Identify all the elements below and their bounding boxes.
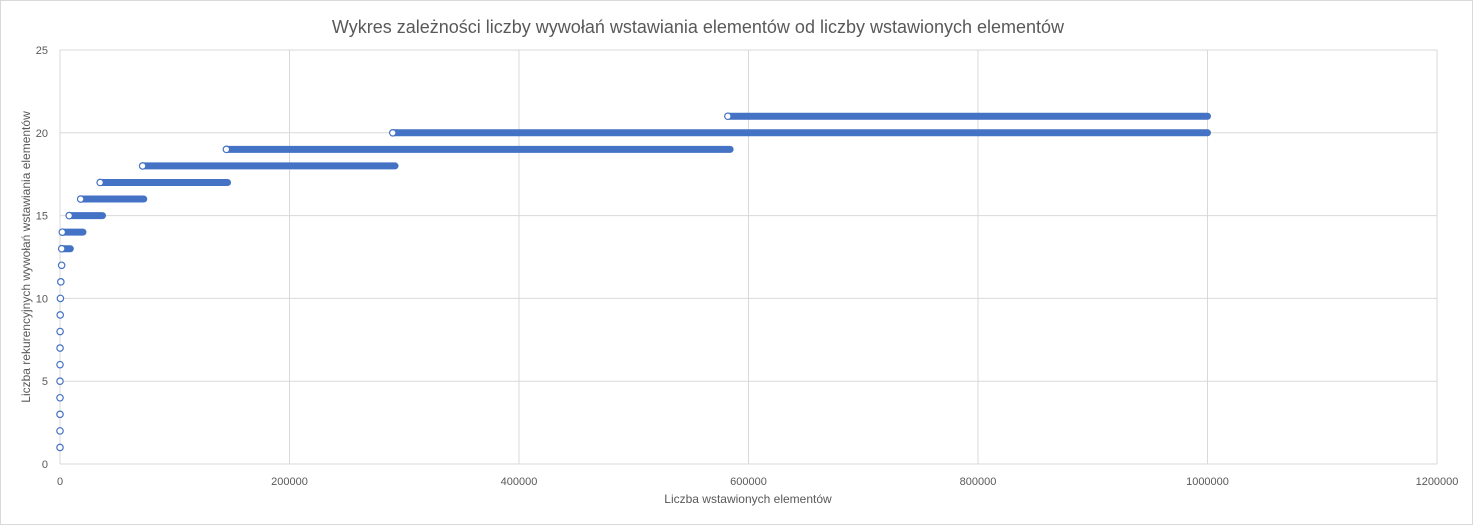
y-tick-label: 20 (36, 128, 48, 140)
data-point (222, 145, 231, 154)
x-tick-label: 200000 (271, 476, 308, 488)
x-tick-label: 600000 (730, 476, 767, 488)
data-point (56, 427, 64, 435)
data-point (56, 311, 65, 319)
data-point (56, 360, 64, 369)
data-point-run (76, 195, 148, 203)
y-tick-label: 10 (36, 293, 48, 305)
data-point-run (57, 244, 74, 253)
chart-title: Wykres zależności liczby wywołań wstawia… (332, 17, 1065, 37)
x-tick-label: 400000 (501, 476, 538, 488)
data-point (58, 228, 67, 236)
data-point-run (56, 344, 64, 352)
data-point-run (56, 294, 65, 303)
data-point (57, 261, 66, 270)
y-tick-label: 5 (42, 376, 48, 388)
x-tick-label: 1200000 (1416, 476, 1459, 488)
data-point-run (65, 211, 106, 220)
x-tick-label: 1000000 (1186, 476, 1229, 488)
tick-labels: 0 200000 400000 600000 800000 1000000 1200000 0… (36, 45, 1459, 488)
y-axis-label: Liczba rekurencyjnych wywołań wstawiania… (19, 111, 33, 403)
data-point-run (56, 360, 64, 369)
y-tick-label: 0 (42, 459, 48, 471)
data-point (724, 112, 732, 121)
data-point (57, 278, 65, 286)
data-point-run (56, 393, 64, 402)
data-point (57, 244, 66, 253)
y-tick-label: 25 (36, 45, 48, 57)
data-point-run (56, 327, 64, 336)
x-axis-label: Liczba wstawionych elementów (664, 492, 832, 506)
data-point (76, 195, 85, 203)
data-point-run (724, 112, 1211, 121)
data-point (56, 327, 64, 336)
data-point-run (56, 377, 64, 386)
y-tick-label: 15 (36, 211, 48, 223)
data-point-run (56, 443, 64, 452)
data-point-run (57, 261, 66, 270)
data-point-run (58, 228, 87, 236)
data-point (56, 294, 65, 303)
data-point (388, 129, 397, 137)
data-point (65, 211, 73, 220)
x-tick-label: 0 (57, 476, 63, 488)
data-point-run (57, 278, 65, 286)
data-point (56, 443, 64, 452)
gridlines (59, 49, 1438, 465)
data-point (56, 393, 64, 402)
data-point-run (222, 145, 734, 154)
data-point (96, 178, 104, 187)
data-point (56, 410, 64, 419)
data-points (56, 112, 1211, 452)
data-point-run (388, 129, 1211, 137)
data-point-run (56, 410, 64, 419)
data-point (56, 377, 64, 386)
data-point-run (96, 178, 232, 187)
data-point (56, 344, 64, 352)
data-point-run (56, 427, 64, 435)
data-point (138, 162, 147, 170)
x-tick-label: 800000 (960, 476, 997, 488)
data-point-run (56, 311, 65, 319)
data-point-run (138, 162, 399, 170)
